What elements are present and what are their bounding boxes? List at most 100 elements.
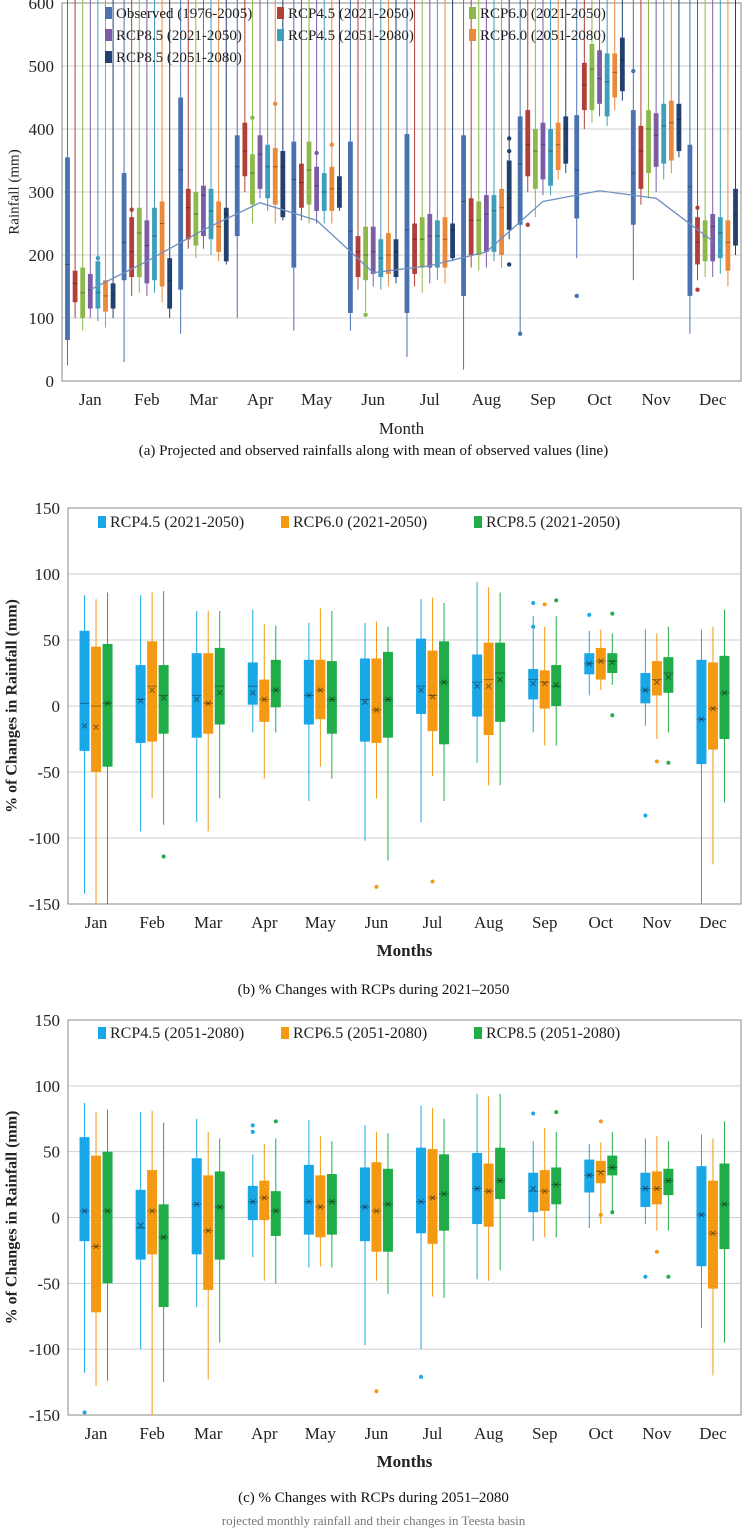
box-rcp85a-mar [201, 0, 206, 249]
x-tick-label-nov: Nov [642, 1424, 672, 1443]
x-tick-label-may: May [301, 390, 333, 409]
box-body [651, 661, 662, 696]
box-rcp60b-jul [442, 0, 448, 284]
x-tick-label-aug: Aug [474, 913, 504, 932]
box-body [299, 163, 304, 208]
box-body [653, 113, 659, 167]
mean-marker [441, 1190, 447, 1197]
legend-label: RCP4.5 (2051-2080) [110, 1025, 244, 1042]
box-body [378, 239, 384, 278]
box-rcp60a-sep [532, 0, 538, 218]
box-body [359, 658, 370, 742]
mean-marker [642, 687, 649, 694]
box-body [65, 157, 70, 341]
y-tick-label: 150 [35, 1011, 61, 1030]
box-green-feb [158, 591, 169, 825]
box-body [640, 673, 651, 704]
box-obs-dec [687, 0, 693, 334]
legend-swatch [474, 1027, 482, 1039]
box-body [717, 217, 723, 259]
legend-swatch [98, 516, 106, 528]
box-rcp45b-sep [548, 0, 553, 196]
box-body [326, 1174, 337, 1235]
box-rcp60a-jan [80, 0, 86, 331]
legend-swatch [469, 7, 476, 19]
box-body [280, 151, 286, 218]
legend-label: RCP8.5 (2051-2080) [116, 50, 242, 66]
x-tick-label-jul: Jul [423, 1424, 443, 1443]
box-rcp85b-jul [450, 0, 455, 262]
box-body [147, 1170, 158, 1255]
box-body [581, 62, 587, 111]
legend-item: RCP6.0 (2021-2050) [469, 6, 606, 22]
box-green-dec [719, 1121, 730, 1343]
box-rcp60a-may [306, 0, 312, 224]
outlier-point [666, 760, 671, 765]
box-orange-apr [259, 624, 270, 779]
x-tick-label-dec: Dec [699, 390, 727, 409]
box-green-jun [382, 626, 393, 861]
box-rcp85a-aug [483, 0, 489, 268]
outlier-point [129, 207, 134, 212]
box-rcp45a-mar [185, 0, 191, 249]
mean-marker [586, 660, 593, 667]
box-orange-jul [427, 1108, 438, 1297]
box-rcp85b-dec [733, 0, 738, 255]
plot-frame [67, 507, 742, 905]
box-body [574, 115, 580, 219]
mean-marker [597, 658, 604, 664]
box-blue-may [303, 622, 314, 802]
legend-label: RCP6.5 (2051-2080) [293, 1025, 427, 1042]
mean-marker [385, 1201, 391, 1208]
x-tick-label-mar: Mar [194, 1424, 223, 1443]
x-tick-label-jul: Jul [423, 913, 443, 932]
mean-marker [81, 1208, 88, 1214]
box-body [193, 192, 199, 246]
x-tick-label-may: May [305, 1424, 337, 1443]
box-rcp60b-may [329, 0, 335, 224]
box-blue-apr [247, 1154, 258, 1257]
mean-marker [249, 1198, 256, 1205]
box-body [646, 110, 651, 174]
box-body [386, 232, 391, 274]
box-green-nov [663, 626, 674, 733]
y-tick-label: 0 [52, 697, 61, 716]
box-body [91, 1155, 102, 1313]
box-rcp45b-may [321, 0, 327, 224]
box-rcp60b-aug [499, 0, 504, 268]
outlier-point [598, 1212, 603, 1217]
box-orange-may [315, 608, 326, 767]
box-body [555, 122, 561, 170]
outlier-point [250, 1123, 255, 1128]
x-tick-label-jan: Jan [85, 913, 108, 932]
chart-b-changes-2021-2050: -150 -100 -50 0 50 100 150 Jan Feb Mar Apr May Jun Ju… [4, 499, 742, 960]
x-tick-label-jun: Jun [361, 390, 385, 409]
box-rcp60b-mar [216, 0, 222, 262]
figure-footer: rojected monthly rainfall and their chan… [221, 1513, 526, 1528]
mean-marker [205, 1227, 212, 1234]
outlier-point [95, 262, 101, 267]
box-body [355, 236, 361, 278]
mean-marker [586, 1172, 593, 1179]
box-body [702, 220, 708, 262]
x-tick-label-nov: Nov [642, 913, 672, 932]
box-rcp85b-oct [619, 0, 625, 101]
box-body [612, 53, 618, 98]
box-rcp60a-oct [589, 0, 595, 123]
legend-label: RCP6.0 (2021-2050) [480, 6, 606, 22]
legend-label: Observed (1976-2005) [116, 6, 252, 22]
box-rcp85b-nov [676, 0, 682, 158]
box-rcp45a-may [299, 0, 304, 221]
box-body [201, 185, 206, 237]
legend-swatch [474, 516, 482, 528]
chart-a-projected-observed-rainfall: 0 100 200 300 400 500 600 Jan Feb Mar Apr May Jun Jul… [6, 0, 742, 438]
legend-label: RCP4.5 (2021-2050) [288, 6, 414, 22]
legend-swatch [105, 7, 112, 19]
box-rcp85a-nov [653, 0, 659, 192]
mean-marker [665, 1177, 672, 1184]
outlier-point [587, 612, 592, 617]
box-rcp45a-jun [355, 0, 361, 290]
box-rcp60b-nov [668, 0, 674, 174]
mean-marker [441, 679, 447, 686]
